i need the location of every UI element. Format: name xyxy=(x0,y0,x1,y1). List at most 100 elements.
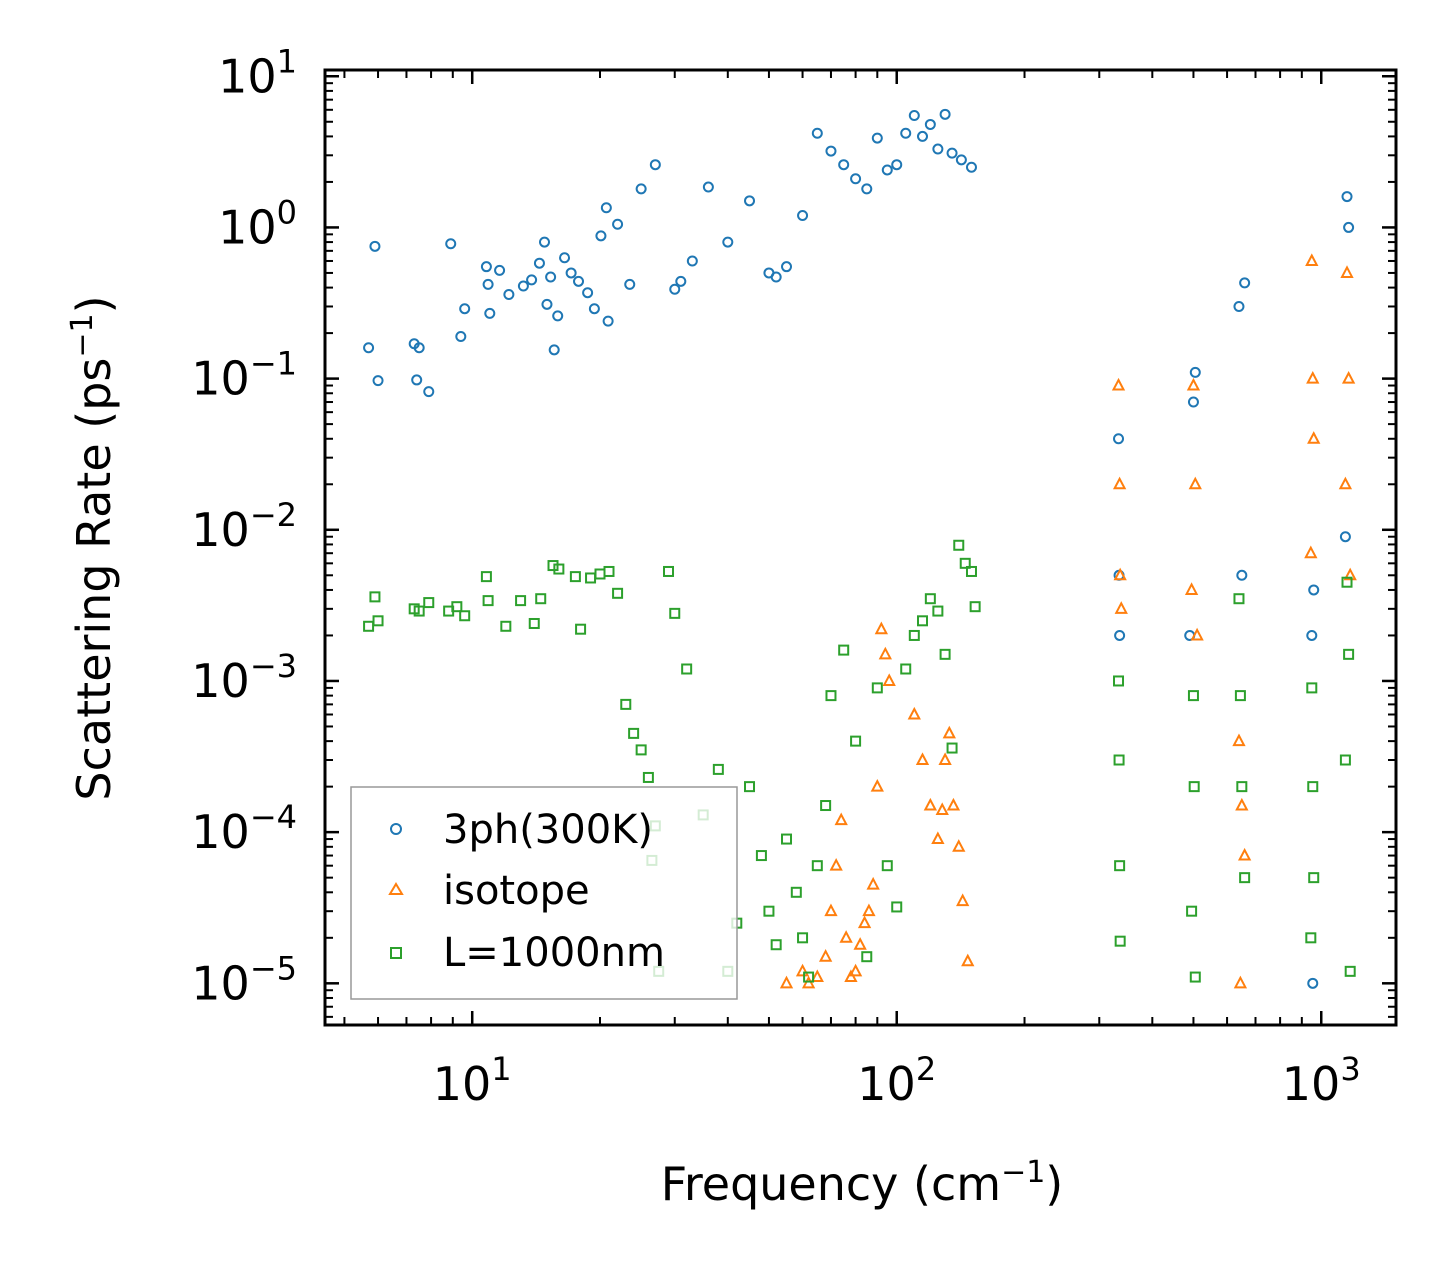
plot-frame xyxy=(323,68,1398,1027)
data-point xyxy=(932,605,944,617)
data-point xyxy=(635,744,647,756)
data-point xyxy=(1236,781,1248,793)
data-point xyxy=(423,597,435,609)
data-point xyxy=(1233,975,1248,989)
data-point xyxy=(1344,965,1356,977)
data-point xyxy=(1239,872,1251,884)
data-point xyxy=(480,261,492,273)
x-tick-label: 101 xyxy=(433,1050,512,1111)
data-point xyxy=(1232,733,1246,747)
data-point xyxy=(1239,277,1251,289)
data-point xyxy=(932,143,944,155)
data-point xyxy=(961,953,975,967)
data-point xyxy=(1236,569,1248,581)
data-point xyxy=(838,159,850,171)
data-point xyxy=(946,147,958,159)
legend-label-3ph: 3ph(300K) xyxy=(443,807,653,853)
data-point xyxy=(866,876,880,890)
data-point xyxy=(628,727,640,739)
data-point xyxy=(811,127,823,139)
data-point xyxy=(500,620,512,632)
data-point xyxy=(923,797,938,811)
data-point xyxy=(891,159,903,171)
data-point xyxy=(1187,396,1199,408)
data-point xyxy=(1190,627,1204,641)
data-point xyxy=(1234,690,1246,702)
data-point xyxy=(602,315,614,327)
data-point xyxy=(874,621,889,635)
data-point xyxy=(946,797,961,811)
data-point xyxy=(839,930,853,943)
y-tick-label: 100 xyxy=(218,193,297,254)
data-point xyxy=(712,763,724,775)
data-point xyxy=(1306,370,1320,384)
data-point xyxy=(369,240,381,252)
data-point xyxy=(938,752,952,766)
x-tick-label: 103 xyxy=(1282,1050,1361,1111)
data-point xyxy=(620,698,632,710)
series-3ph-300k- xyxy=(363,108,1355,989)
y-tick-label: 10−5 xyxy=(191,949,297,1010)
data-point xyxy=(1111,377,1126,391)
data-point xyxy=(915,752,930,766)
data-point xyxy=(900,127,912,139)
data-point xyxy=(1305,932,1317,944)
data-point xyxy=(612,587,624,599)
data-point xyxy=(1343,567,1357,581)
x-axis-label: Frequency (cm−1) xyxy=(661,1155,1064,1211)
legend-label-l1000nm: L=1000nm xyxy=(443,930,665,976)
data-point xyxy=(1189,971,1201,983)
data-point xyxy=(545,271,557,283)
data-point xyxy=(480,571,492,583)
data-point xyxy=(797,209,809,221)
y-tick-label: 10−2 xyxy=(191,496,297,557)
legend-marker-3ph xyxy=(390,823,402,835)
data-point xyxy=(1305,253,1319,266)
data-point xyxy=(1338,476,1353,490)
data-point xyxy=(535,593,547,605)
data-point xyxy=(526,274,538,286)
data-point xyxy=(953,539,965,551)
data-point xyxy=(649,159,661,171)
data-point xyxy=(482,595,494,607)
data-point xyxy=(669,283,681,295)
data-point xyxy=(1188,476,1202,490)
data-point xyxy=(795,963,810,977)
data-point xyxy=(600,202,612,214)
data-point xyxy=(820,800,832,812)
data-point xyxy=(1339,531,1351,543)
legend-label-isotope: isotope xyxy=(443,868,590,914)
data-point xyxy=(848,963,863,977)
data-point xyxy=(965,161,977,173)
data-point xyxy=(834,812,848,826)
data-point xyxy=(956,893,970,907)
x-tick-label: 102 xyxy=(857,1050,936,1111)
data-point xyxy=(790,886,802,898)
data-point xyxy=(1188,781,1200,793)
data-point xyxy=(1114,935,1126,947)
data-point xyxy=(559,252,571,264)
data-point xyxy=(900,663,912,675)
y-tick-label: 10−4 xyxy=(191,798,297,859)
data-point xyxy=(484,307,496,319)
data-point xyxy=(801,975,816,989)
y-tick-label: 101 xyxy=(218,42,297,103)
legend: 3ph(300K) isotope L=1000nm xyxy=(350,786,738,1000)
data-point xyxy=(878,646,892,660)
data-point xyxy=(675,275,687,287)
data-point xyxy=(413,605,425,617)
data-point xyxy=(870,778,884,792)
data-point xyxy=(939,648,951,660)
data-point xyxy=(1307,781,1319,793)
data-point xyxy=(624,278,636,290)
data-point xyxy=(569,571,581,583)
legend-marker-l1000nm xyxy=(390,947,402,959)
data-point xyxy=(850,735,862,747)
data-point xyxy=(686,255,698,267)
data-point xyxy=(942,725,956,739)
data-point xyxy=(853,937,867,950)
data-point xyxy=(916,130,928,142)
data-point xyxy=(857,915,872,929)
